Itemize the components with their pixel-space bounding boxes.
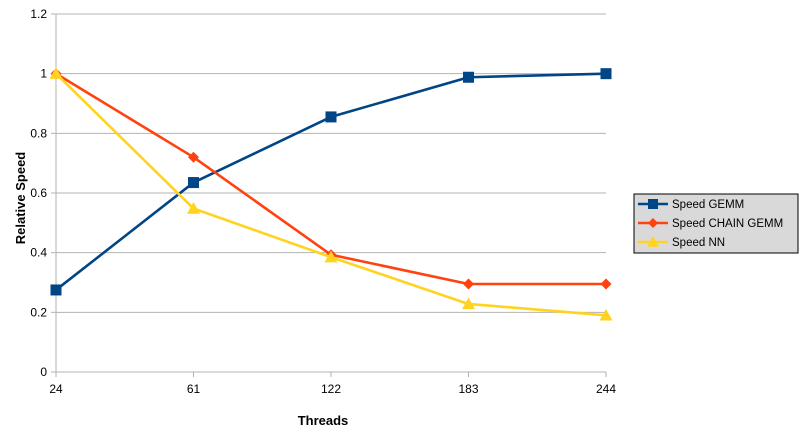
series-line — [55, 72, 607, 317]
x-tick-label: 122 — [321, 382, 341, 396]
data-point — [599, 308, 613, 321]
legend: Speed GEMM Speed CHAIN GEMM Speed NN — [633, 193, 799, 254]
x-tick-label: 244 — [596, 382, 616, 396]
y-tick-label: 0 — [40, 365, 47, 379]
legend-label: Speed GEMM — [672, 199, 744, 211]
legend-label: Speed CHAIN GEMM — [672, 218, 783, 230]
axis-layer: 0 0.2 0.4 0.6 0.8 1 1.2 24 61 122 183 244 — [30, 7, 616, 396]
legend-item: Speed NN — [638, 236, 725, 249]
data-point — [187, 202, 200, 214]
data-point — [463, 71, 474, 83]
x-tick-label: 183 — [458, 382, 478, 396]
legend-swatch-marker — [648, 199, 658, 209]
x-tick-label: 24 — [49, 382, 63, 396]
data-point — [600, 68, 612, 80]
data-point — [325, 111, 337, 123]
x-axis-title: Threads — [298, 413, 349, 428]
legend-item: Speed CHAIN GEMM — [638, 218, 783, 230]
series-speed-gemm — [50, 68, 612, 296]
y-tick-label: 1.2 — [30, 7, 47, 21]
x-tick-label: 61 — [187, 382, 201, 396]
y-tick-label: 0.4 — [30, 246, 47, 260]
data-point — [600, 278, 612, 290]
y-tick-label: 0.8 — [30, 126, 47, 140]
y-axis-title: Relative Speed — [13, 152, 28, 245]
y-tick-label: 1 — [40, 67, 47, 81]
legend-swatch-marker — [647, 236, 659, 247]
legend-swatch-marker — [648, 218, 658, 228]
series-speed-nn — [49, 67, 613, 321]
grid-layer — [56, 13, 606, 313]
legend-item: Speed GEMM — [638, 199, 744, 211]
y-tick-label: 0.2 — [30, 305, 47, 319]
legend-items: Speed GEMM Speed CHAIN GEMM Speed NN — [638, 199, 783, 249]
data-point — [49, 67, 63, 79]
data-point — [188, 151, 199, 163]
legend-label: Speed NN — [672, 237, 725, 249]
y-tick-label: 0.6 — [30, 186, 47, 200]
data-point — [50, 284, 62, 296]
data-point — [462, 297, 475, 310]
data-point — [463, 278, 474, 290]
data-point — [324, 250, 338, 263]
data-point — [188, 177, 199, 189]
series-layer — [49, 67, 613, 321]
